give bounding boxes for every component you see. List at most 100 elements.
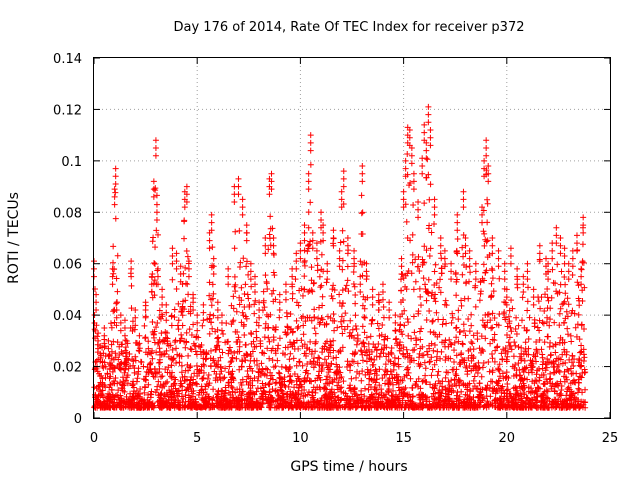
data-point [236,294,243,301]
data-point [538,294,545,301]
data-point [376,353,383,360]
data-point [424,351,431,358]
data-point [438,348,445,355]
data-point [200,397,207,404]
data-point [243,258,250,265]
data-point [408,152,415,159]
data-point [208,347,215,354]
data-point [313,247,320,254]
data-point [113,299,120,306]
data-point [409,393,416,400]
data-point [236,366,243,373]
data-point [461,359,468,366]
data-point [121,399,128,406]
data-point [546,376,553,383]
data-point [152,244,159,251]
data-point [291,370,298,377]
data-point [568,388,575,395]
data-point [307,139,314,146]
data-point [578,342,585,349]
data-point [164,392,171,399]
data-point [214,342,221,349]
data-point [481,242,488,249]
data-point [561,245,568,252]
data-point [447,355,454,362]
data-point [515,344,522,351]
data-point [369,294,376,301]
data-point [235,175,242,182]
data-point [497,398,504,405]
data-point [447,340,454,347]
data-point [218,327,225,334]
data-point [325,353,332,360]
data-point [565,260,572,267]
data-point [427,328,434,335]
data-point [504,380,511,387]
data-point [549,266,556,273]
data-point [544,305,551,312]
data-point [97,343,104,349]
data-point [264,345,271,352]
data-point [446,382,453,389]
data-point [400,344,407,351]
data-point [474,336,481,343]
data-point [551,387,558,394]
data-point [340,378,347,385]
data-point [536,258,543,265]
data-point [301,273,308,280]
data-point [311,279,318,286]
data-point [384,397,391,404]
data-point [223,396,230,403]
data-point [110,243,117,250]
data-point [374,320,381,327]
data-point [266,231,273,238]
data-point [404,364,411,371]
data-point [284,323,291,330]
data-point [448,319,455,326]
data-point [119,374,126,381]
data-point [107,320,114,327]
data-point [112,350,119,357]
data-point [496,275,503,282]
data-point [117,366,124,373]
data-point [501,260,508,267]
data-point [520,351,527,358]
data-point [377,400,384,407]
data-point [260,396,267,403]
data-point [312,389,319,396]
data-point [359,170,366,177]
data-point [148,281,155,288]
data-point [403,372,410,379]
data-point [261,304,268,311]
data-point [544,333,551,340]
data-point [293,258,300,265]
data-point [210,271,217,277]
data-point [441,301,448,308]
data-point [513,401,520,408]
data-point [541,339,548,346]
data-point [300,331,307,338]
data-point [402,173,409,180]
data-point [348,375,355,382]
data-point [380,304,387,311]
data-point [522,346,529,353]
data-point [119,350,126,357]
data-point [173,285,180,292]
data-point [441,255,448,262]
data-point [153,209,160,216]
data-point [409,347,416,354]
data-point [182,280,189,287]
data-point [233,355,240,362]
data-point [230,293,237,300]
data-point [144,364,151,371]
data-point [199,394,206,401]
data-point [455,316,462,323]
data-point [311,355,318,362]
data-point [264,400,271,407]
data-point [508,346,515,353]
data-point [489,242,496,249]
data-point [259,390,266,397]
data-point [550,369,557,376]
data-point [293,317,300,324]
data-point [555,367,562,374]
